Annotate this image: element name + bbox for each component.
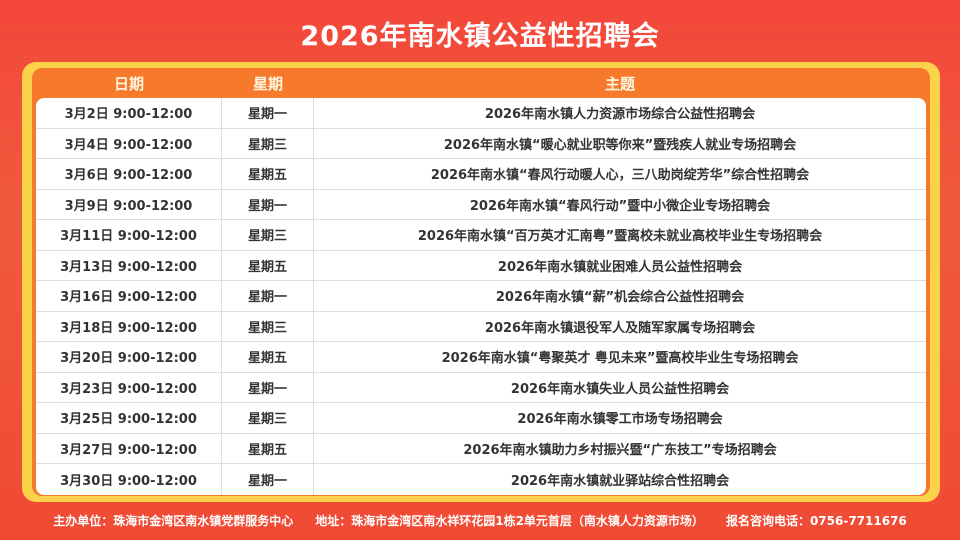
table-row: 3月4日 9:00-12:00 星期三 2026年南水镇“暖心就业职等你来”暨残疾人… bbox=[36, 128, 926, 159]
row-weekday: 星期五 bbox=[222, 433, 314, 463]
row-theme: 2026年南水镇就业驿站综合性招聘会 bbox=[510, 473, 730, 489]
page-title: 2026年南水镇公益性招聘会 bbox=[300, 21, 660, 52]
row-theme: 2026年南水镇“暖心就业职等你来”暨残疾人就业专场招聘会 bbox=[443, 137, 797, 153]
row-date: 3月20日 9:00-12:00 bbox=[36, 342, 222, 372]
table-row: 3月18日 9:00-12:00 星期三 2026年南水镇退役军人及随军家属专场招聘… bbox=[36, 311, 926, 342]
row-weekday: 星期三 bbox=[222, 128, 314, 158]
table-row: 3月9日 9:00-12:00 星期一 2026年南水镇“春风行动”暨中小微企业专场… bbox=[36, 189, 926, 220]
footer-address: 地址：珠海市金湾区南水祥环花园1栋2单元首层（南水镇人力资源市场） bbox=[315, 514, 704, 528]
row-date: 3月4日 9:00-12:00 bbox=[36, 128, 222, 158]
row-weekday: 星期五 bbox=[222, 342, 314, 372]
row-weekday: 星期一 bbox=[222, 464, 314, 495]
row-theme: 2026年南水镇“薪”机会综合公益性招聘会 bbox=[495, 290, 745, 306]
table-row: 3月13日 9:00-12:00 星期五 2026年南水镇就业困难人员公益性招聘会 bbox=[36, 250, 926, 281]
row-weekday: 星期五 bbox=[222, 250, 314, 280]
row-date: 3月23日 9:00-12:00 bbox=[36, 372, 222, 402]
row-theme: 2026年南水镇助力乡村振兴暨“广东技工”专场招聘会 bbox=[463, 442, 777, 458]
table-row: 3月25日 9:00-12:00 星期三 2026年南水镇零工市场专场招聘会 bbox=[36, 403, 926, 434]
row-date: 3月27日 9:00-12:00 bbox=[36, 433, 222, 463]
row-date: 3月16日 9:00-12:00 bbox=[36, 281, 222, 311]
row-theme: 2026年南水镇人力资源市场综合公益性招聘会 bbox=[484, 107, 756, 123]
schedule-frame: 日期 星期 主题 3月2日 9:00-12:00 星期一 2026年南水镇人力资源市… bbox=[22, 62, 940, 502]
row-weekday: 星期五 bbox=[222, 159, 314, 189]
row-date: 3月2日 9:00-12:00 bbox=[36, 98, 222, 128]
row-theme: 2026年南水镇“粤聚英才 粤见未来”暨高校毕业生专场招聘会 bbox=[441, 351, 799, 367]
table-row: 3月16日 9:00-12:00 星期一 2026年南水镇“薪”机会综合公益性招聘会 bbox=[36, 281, 926, 312]
row-date: 3月9日 9:00-12:00 bbox=[36, 189, 222, 219]
row-theme: 2026年南水镇“春风行动暖人心，三八助岗绽芳华”综合性招聘会 bbox=[430, 168, 810, 184]
row-theme: 2026年南水镇退役军人及随军家属专场招聘会 bbox=[484, 320, 756, 336]
table-row: 3月11日 9:00-12:00 星期三 2026年南水镇“百万英才汇南粤”暨离校未… bbox=[36, 220, 926, 251]
row-date: 3月18日 9:00-12:00 bbox=[36, 311, 222, 341]
table-row: 3月6日 9:00-12:00 星期五 2026年南水镇“春风行动暖人心，三八助岗绽… bbox=[36, 159, 926, 190]
footer: 主办单位：珠海市金湾区南水镇党群服务中心 地址：珠海市金湾区南水祥环花园1栋2单… bbox=[0, 512, 960, 529]
row-weekday: 星期一 bbox=[222, 372, 314, 402]
row-theme: 2026年南水镇零工市场专场招聘会 bbox=[517, 412, 723, 428]
header-theme: 主题 bbox=[604, 74, 635, 93]
table-body: 3月2日 9:00-12:00 星期一 2026年南水镇人力资源市场综合公益性招聘会… bbox=[36, 98, 926, 495]
row-date: 3月6日 9:00-12:00 bbox=[36, 159, 222, 189]
table-row: 3月27日 9:00-12:00 星期五 2026年南水镇助力乡村振兴暨“广东技工”… bbox=[36, 433, 926, 464]
table-header: 日期 星期 主题 bbox=[36, 68, 926, 98]
row-date: 3月30日 9:00-12:00 bbox=[36, 464, 222, 495]
header-weekday: 星期 bbox=[252, 74, 283, 93]
row-date: 3月13日 9:00-12:00 bbox=[36, 250, 222, 280]
schedule-table: 日期 星期 主题 3月2日 9:00-12:00 星期一 2026年南水镇人力资源市… bbox=[32, 68, 930, 496]
row-weekday: 星期一 bbox=[222, 98, 314, 128]
row-weekday: 星期三 bbox=[222, 311, 314, 341]
row-theme: 2026年南水镇失业人员公益性招聘会 bbox=[510, 381, 730, 397]
table-row: 3月23日 9:00-12:00 星期一 2026年南水镇失业人员公益性招聘会 bbox=[36, 372, 926, 403]
row-weekday: 星期三 bbox=[222, 220, 314, 250]
row-theme: 2026年南水镇就业困难人员公益性招聘会 bbox=[497, 259, 743, 275]
footer-phone: 报名咨询电话：0756-7711676 bbox=[725, 514, 907, 528]
row-weekday: 星期一 bbox=[222, 189, 314, 219]
row-weekday: 星期一 bbox=[222, 281, 314, 311]
row-date: 3月11日 9:00-12:00 bbox=[36, 220, 222, 250]
table-row: 3月2日 9:00-12:00 星期一 2026年南水镇人力资源市场综合公益性招聘会 bbox=[36, 98, 926, 129]
row-date: 3月25日 9:00-12:00 bbox=[36, 403, 222, 433]
table-row: 3月20日 9:00-12:00 星期五 2026年南水镇“粤聚英才 粤见未来”暨高… bbox=[36, 342, 926, 373]
row-theme: 2026年南水镇“春风行动”暨中小微企业专场招聘会 bbox=[469, 198, 771, 214]
row-weekday: 星期三 bbox=[222, 403, 314, 433]
table-row: 3月30日 9:00-12:00 星期一 2026年南水镇就业驿站综合性招聘会 bbox=[36, 464, 926, 495]
footer-organizer: 主办单位：珠海市金湾区南水镇党群服务中心 bbox=[53, 514, 294, 528]
row-theme: 2026年南水镇“百万英才汇南粤”暨离校未就业高校毕业生专场招聘会 bbox=[417, 229, 823, 245]
header-date: 日期 bbox=[113, 74, 144, 93]
